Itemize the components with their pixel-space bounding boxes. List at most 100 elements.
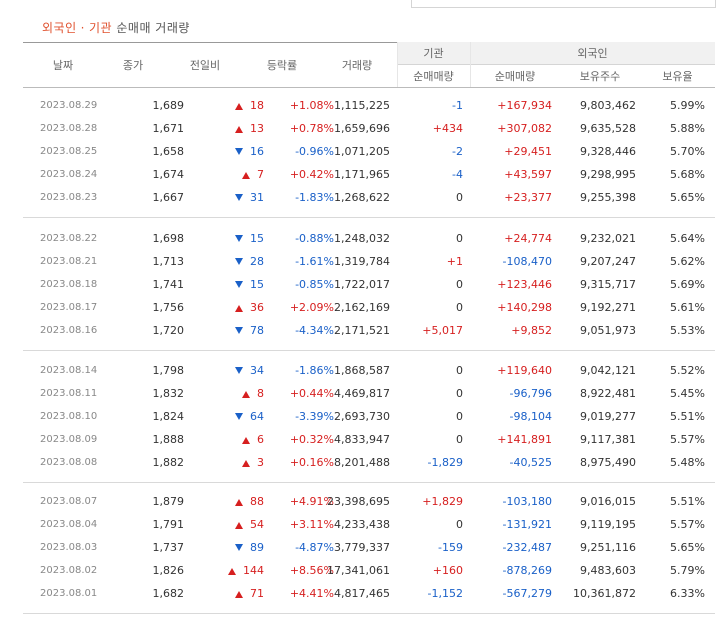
header-foreign-holdings: 보유주수 bbox=[579, 70, 621, 83]
cell-date: 2023.08.02 bbox=[40, 565, 98, 576]
cell-close: 1,756 bbox=[152, 301, 185, 314]
change-value: 78 bbox=[250, 324, 264, 337]
cell-foreign-holdings: 9,315,717 bbox=[580, 278, 636, 291]
cell-change: 31 bbox=[235, 186, 264, 209]
cell-foreign-ratio: 5.65% bbox=[670, 541, 705, 554]
title-foreign: 외국인 bbox=[42, 21, 77, 35]
cell-volume: 4,233,438 bbox=[334, 518, 390, 531]
change-value: 64 bbox=[250, 410, 264, 423]
table-row: 2023.08.07 1,879 88 +4.91% 23,398,695 +1,829 -… bbox=[23, 490, 715, 513]
cell-foreign-ratio: 5.99% bbox=[670, 99, 705, 112]
cell-date: 2023.08.14 bbox=[40, 365, 98, 376]
table-row: 2023.08.08 1,882 3 +0.16% 8,201,488 -1,829 -40… bbox=[23, 451, 715, 474]
cell-foreign-ratio: 5.57% bbox=[670, 433, 705, 446]
cell-volume: 4,469,817 bbox=[334, 387, 390, 400]
change-value: 36 bbox=[250, 301, 264, 314]
cell-institution-net: -1,152 bbox=[427, 587, 463, 600]
table-header: 날짜 종가 전일비 등락률 거래량 기관 외국인 순매매량 순매매량 보유주수 … bbox=[23, 42, 715, 88]
cell-date: 2023.08.01 bbox=[40, 588, 98, 599]
cell-date: 2023.08.24 bbox=[40, 169, 98, 180]
header-institution: 기관 bbox=[423, 47, 444, 60]
cell-volume: 8,201,488 bbox=[334, 456, 390, 469]
cell-date: 2023.08.07 bbox=[40, 496, 98, 507]
cell-close: 1,798 bbox=[152, 364, 185, 377]
cell-change: 7 bbox=[242, 163, 264, 186]
cell-rate: +4.41% bbox=[289, 587, 334, 600]
arrow-down-icon bbox=[235, 367, 243, 374]
cell-foreign-holdings: 9,119,195 bbox=[580, 518, 636, 531]
cell-close: 1,826 bbox=[152, 564, 185, 577]
cell-foreign-holdings: 9,803,462 bbox=[580, 99, 636, 112]
cell-volume: 4,817,465 bbox=[334, 587, 390, 600]
cell-change: 3 bbox=[242, 451, 264, 474]
cell-foreign-holdings: 9,298,995 bbox=[580, 168, 636, 181]
cell-date: 2023.08.11 bbox=[40, 388, 98, 399]
cell-date: 2023.08.18 bbox=[40, 279, 98, 290]
cell-rate: -0.96% bbox=[295, 145, 334, 158]
arrow-up-icon bbox=[228, 568, 236, 575]
table-row: 2023.08.25 1,658 16 -0.96% 1,071,205 -2 +29,45… bbox=[23, 140, 715, 163]
cell-date: 2023.08.28 bbox=[40, 123, 98, 134]
cell-volume: 1,268,622 bbox=[334, 191, 390, 204]
cell-foreign-net: -131,921 bbox=[502, 518, 552, 531]
cell-close: 1,667 bbox=[152, 191, 185, 204]
cell-foreign-ratio: 5.88% bbox=[670, 122, 705, 135]
cell-date: 2023.08.21 bbox=[40, 256, 98, 267]
change-value: 71 bbox=[250, 587, 264, 600]
cell-foreign-net: +23,377 bbox=[504, 191, 552, 204]
group-divider bbox=[23, 613, 715, 614]
cell-date: 2023.08.10 bbox=[40, 411, 98, 422]
table-row: 2023.08.21 1,713 28 -1.61% 1,319,784 +1 -108,4… bbox=[23, 250, 715, 273]
cell-date: 2023.08.16 bbox=[40, 325, 98, 336]
cell-foreign-ratio: 5.64% bbox=[670, 232, 705, 245]
cell-foreign-holdings: 9,255,398 bbox=[580, 191, 636, 204]
table-row: 2023.08.23 1,667 31 -1.83% 1,268,622 0 +23,377… bbox=[23, 186, 715, 209]
cell-close: 1,671 bbox=[152, 122, 185, 135]
cell-institution-net: 0 bbox=[456, 232, 463, 245]
cell-volume: 1,248,032 bbox=[334, 232, 390, 245]
cell-foreign-net: -98,104 bbox=[509, 410, 552, 423]
cell-close: 1,737 bbox=[152, 541, 185, 554]
cell-foreign-net: -108,470 bbox=[502, 255, 552, 268]
arrow-down-icon bbox=[235, 544, 243, 551]
arrow-up-icon bbox=[242, 172, 250, 179]
cell-foreign-ratio: 5.57% bbox=[670, 518, 705, 531]
table-row: 2023.08.01 1,682 71 +4.41% 4,817,465 -1,152 -5… bbox=[23, 582, 715, 605]
change-value: 13 bbox=[250, 122, 264, 135]
cell-foreign-net: +141,891 bbox=[497, 433, 552, 446]
table-row: 2023.08.29 1,689 18 +1.08% 1,115,225 -1 +167,9… bbox=[23, 94, 715, 117]
header-foreign: 외국인 bbox=[577, 47, 608, 60]
arrow-up-icon bbox=[235, 499, 243, 506]
cell-change: 13 bbox=[235, 117, 264, 140]
cell-foreign-net: +119,640 bbox=[497, 364, 552, 377]
cell-close: 1,882 bbox=[152, 456, 185, 469]
cell-rate: +8.56% bbox=[289, 564, 334, 577]
cell-institution-net: 0 bbox=[456, 278, 463, 291]
cell-foreign-holdings: 9,192,271 bbox=[580, 301, 636, 314]
cell-rate: +0.42% bbox=[289, 168, 334, 181]
cell-institution-net: 0 bbox=[456, 387, 463, 400]
header-foreign-net: 순매매량 bbox=[494, 70, 536, 83]
change-value: 6 bbox=[257, 433, 264, 446]
cell-foreign-ratio: 5.69% bbox=[670, 278, 705, 291]
cell-foreign-holdings: 9,207,247 bbox=[580, 255, 636, 268]
cell-rate: -1.86% bbox=[295, 364, 334, 377]
table-row: 2023.08.18 1,741 15 -0.85% 1,722,017 0 +123,44… bbox=[23, 273, 715, 296]
cell-foreign-ratio: 5.45% bbox=[670, 387, 705, 400]
cell-foreign-ratio: 5.51% bbox=[670, 410, 705, 423]
cell-date: 2023.08.25 bbox=[40, 146, 98, 157]
arrow-down-icon bbox=[235, 235, 243, 242]
header-rate: 등락률 bbox=[266, 59, 298, 72]
header-change: 전일비 bbox=[189, 59, 221, 72]
table-row: 2023.08.16 1,720 78 -4.34% 2,171,521 +5,017 +9… bbox=[23, 319, 715, 342]
cell-date: 2023.08.03 bbox=[40, 542, 98, 553]
cell-foreign-net: +43,597 bbox=[504, 168, 552, 181]
table-row: 2023.08.09 1,888 6 +0.32% 4,833,947 0 +141,891… bbox=[23, 428, 715, 451]
cell-institution-net: +160 bbox=[432, 564, 463, 577]
cell-foreign-ratio: 5.48% bbox=[670, 456, 705, 469]
header-foreign-ratio: 보유율 bbox=[662, 70, 693, 83]
cell-volume: 1,722,017 bbox=[334, 278, 390, 291]
cell-foreign-net: +167,934 bbox=[497, 99, 552, 112]
table-row: 2023.08.24 1,674 7 +0.42% 1,171,965 -4 +43,597… bbox=[23, 163, 715, 186]
cell-volume: 2,162,169 bbox=[334, 301, 390, 314]
